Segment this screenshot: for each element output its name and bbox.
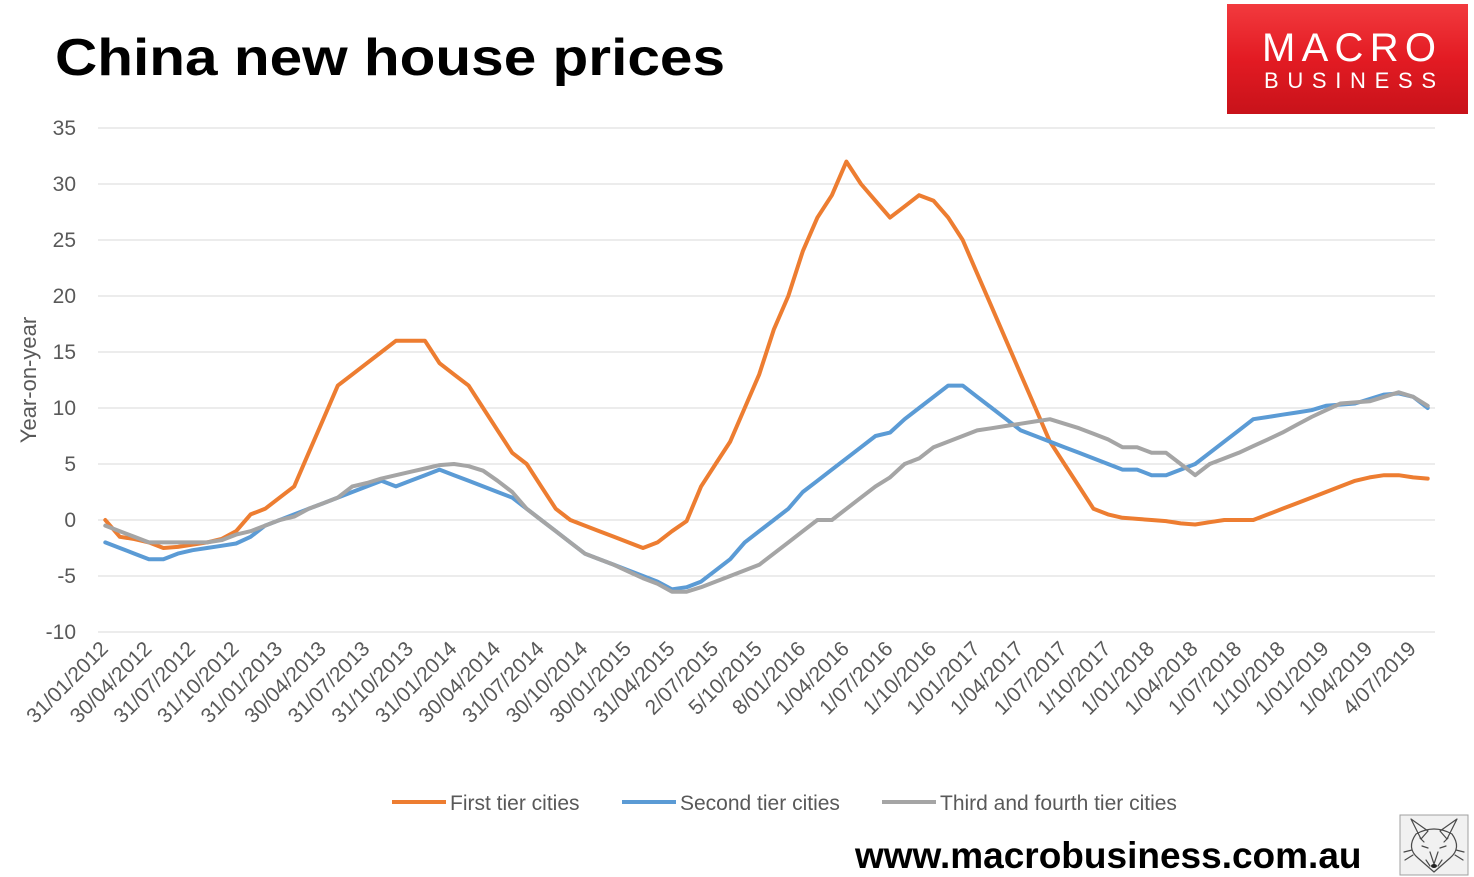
legend-label: Third and fourth tier cities	[940, 792, 1177, 815]
logo-text-macro: MACRO	[1262, 26, 1436, 70]
legend-item-third-and-fourth-tier-cities: Third and fourth tier cities	[882, 792, 1177, 815]
y-tick-label: -10	[46, 621, 76, 644]
series-line-third-and-fourth-tier-cities	[103, 390, 1430, 594]
logo-background	[1227, 4, 1468, 114]
x-axis-tick-labels: 31/01/201230/04/201231/07/201231/10/2012…	[22, 637, 1421, 728]
legend-item-second-tier-cities: Second tier cities	[622, 792, 840, 815]
series-line-first-tier-cities	[103, 159, 1430, 550]
y-tick-label: 5	[64, 453, 76, 476]
y-tick-label: 15	[53, 341, 76, 364]
plot-series	[103, 159, 1430, 594]
y-axis-title: Year-on-year	[16, 317, 41, 443]
legend-item-first-tier-cities: First tier cities	[392, 792, 580, 815]
legend-label: First tier cities	[450, 792, 580, 815]
logo-text-business: BUSINESS	[1264, 68, 1436, 93]
y-tick-label: -5	[57, 565, 76, 588]
y-tick-label: 10	[53, 397, 76, 420]
website-url: www.macrobusiness.com.au	[854, 835, 1362, 876]
fox-icon	[1399, 814, 1469, 876]
legend: First tier cities Second tier cities Thi…	[392, 792, 1177, 815]
y-tick-label: 35	[53, 117, 76, 140]
gridlines	[98, 127, 1435, 633]
legend-label: Second tier cities	[680, 792, 840, 815]
y-axis-tick-labels: 35 30 25 20 15 10 5 0 -5 -10	[46, 117, 76, 644]
y-tick-label: 20	[53, 285, 76, 308]
macro-business-logo: MACRO BUSINESS	[1227, 4, 1468, 114]
chart-title: China new house prices	[55, 29, 725, 87]
y-tick-label: 25	[53, 229, 76, 252]
y-tick-label: 0	[64, 509, 76, 532]
y-tick-label: 30	[53, 173, 76, 196]
